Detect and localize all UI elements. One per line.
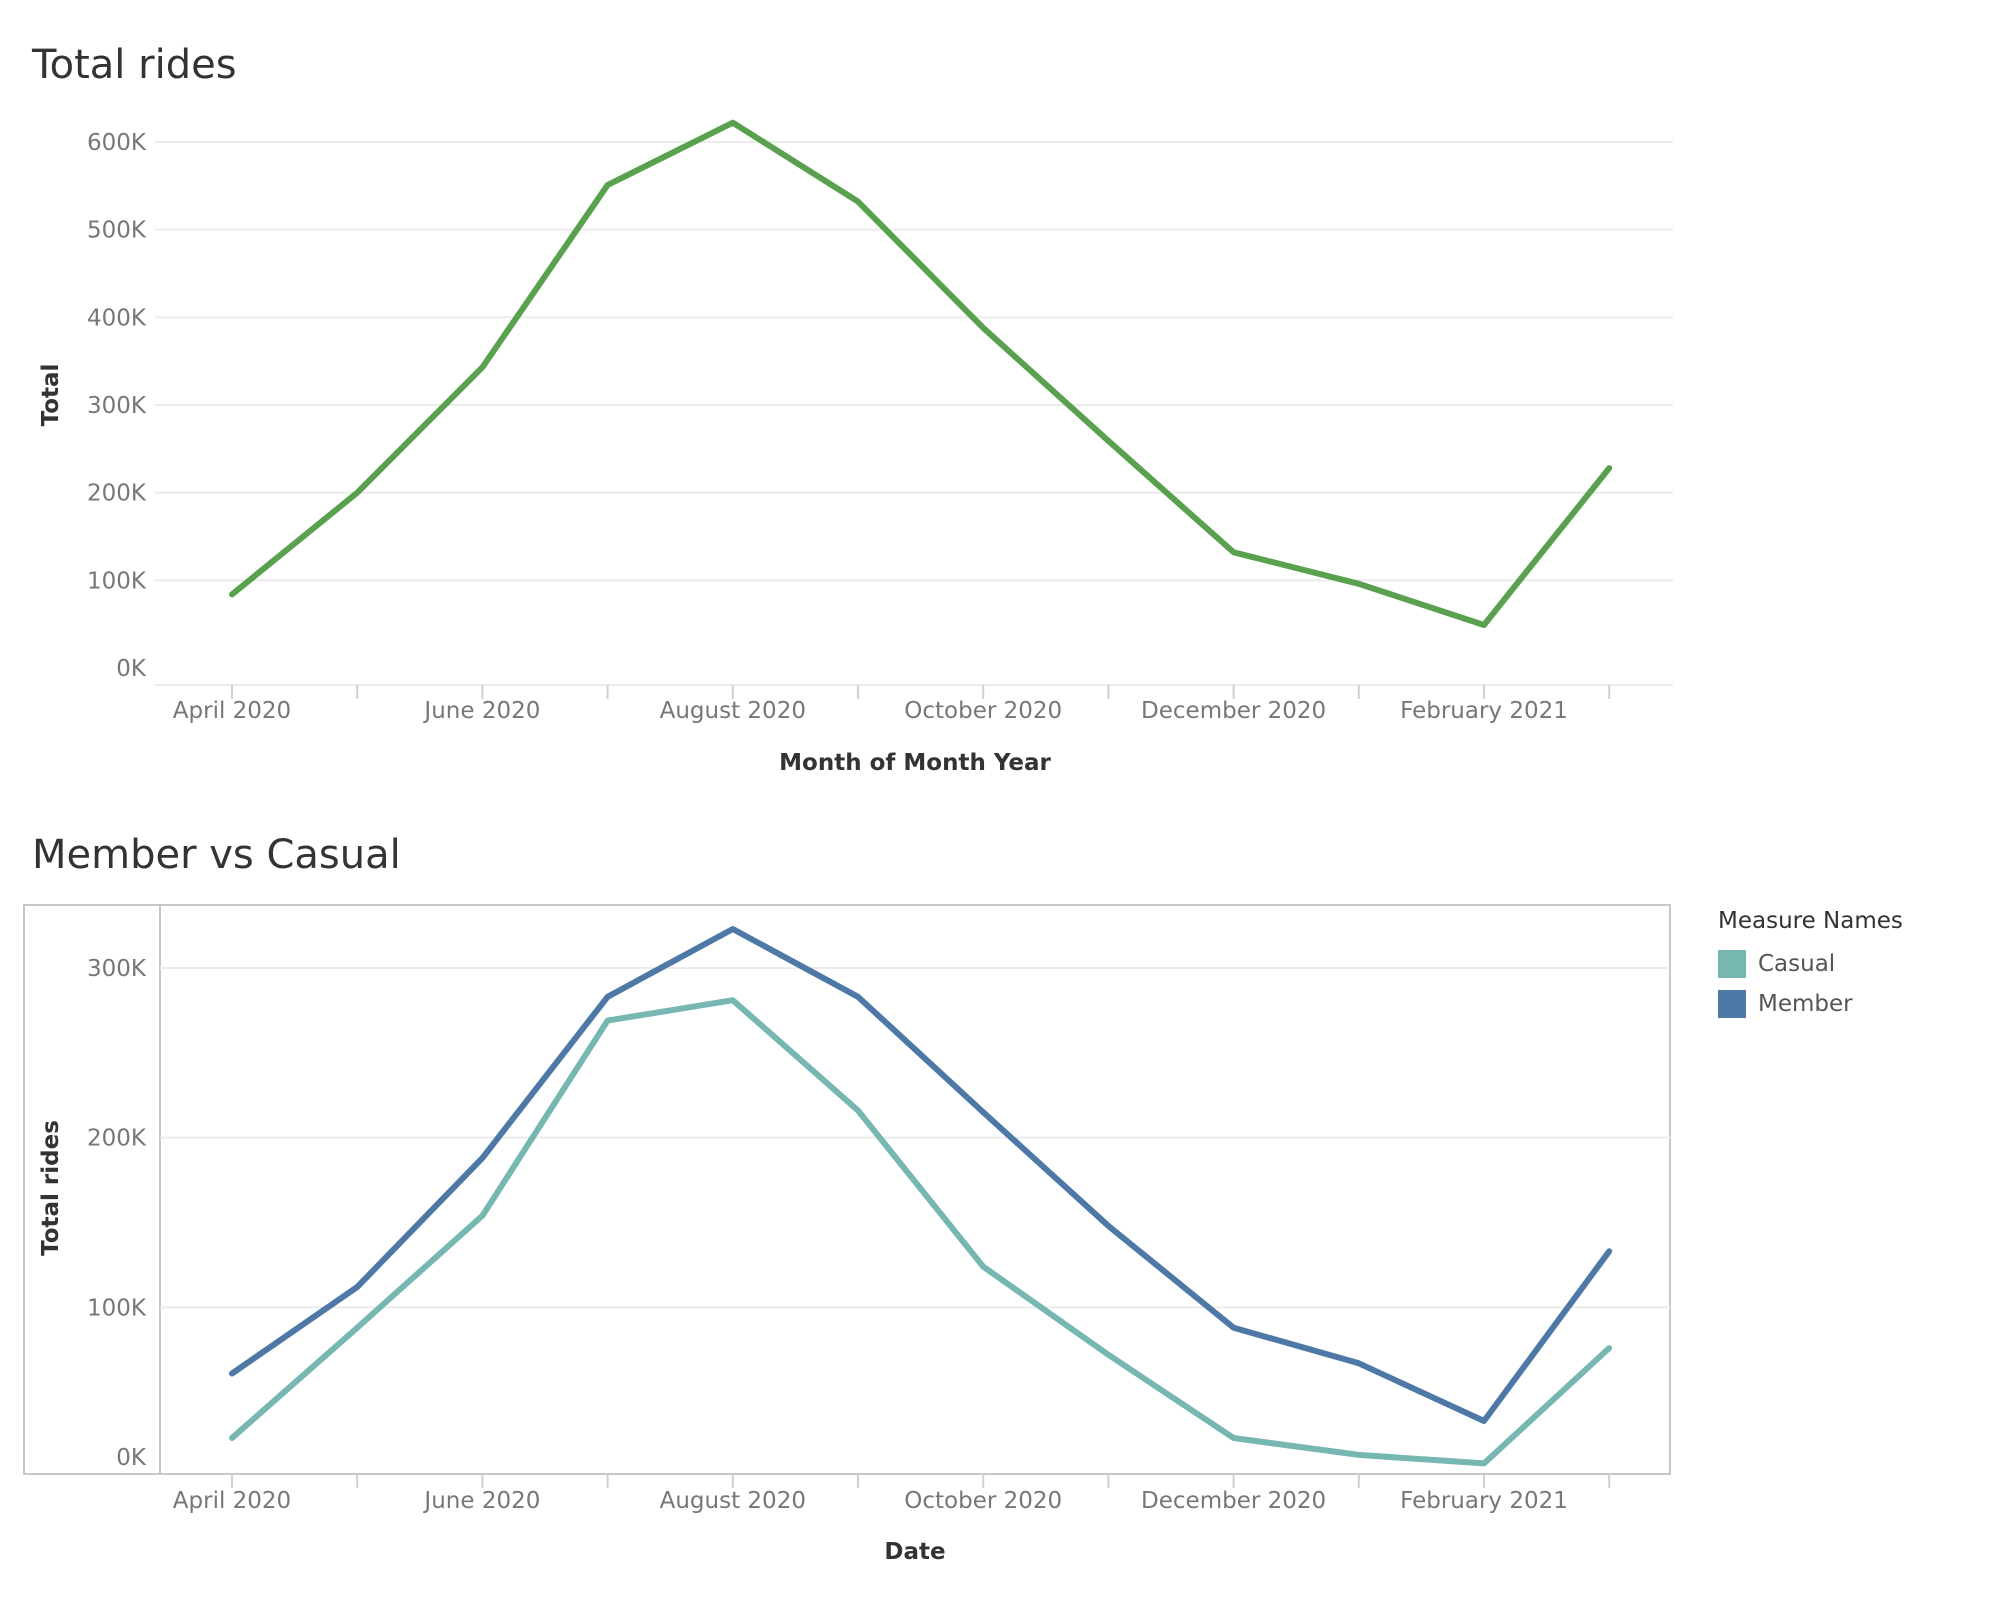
x-tick-label: October 2020: [904, 1488, 1062, 1514]
legend-item-casual[interactable]: Casual: [1718, 944, 1903, 984]
x-tick-label: April 2020: [173, 1488, 291, 1514]
legend-swatch-casual: [1718, 950, 1746, 978]
legend-swatch-member: [1718, 990, 1746, 1018]
y-axis-title: Total rides: [38, 1120, 64, 1256]
chart-title-member-vs-casual: Member vs Casual: [32, 832, 401, 878]
x-tick-label: February 2021: [1400, 698, 1568, 724]
series-line-total: [229, 119, 1613, 628]
legend: Measure Names Casual Member: [1718, 908, 1903, 1024]
x-axis-title: Month of Month Year: [779, 750, 1051, 776]
y-tick-label: 300K: [87, 393, 147, 419]
y-tick-label: 100K: [87, 1295, 147, 1321]
x-tick-label: August 2020: [660, 1488, 806, 1514]
legend-label-member: Member: [1758, 991, 1853, 1017]
legend-label-casual: Casual: [1758, 951, 1836, 977]
x-tick-label: August 2020: [660, 698, 806, 724]
y-tick-label: 0K: [116, 1445, 147, 1471]
y-tick-label: 0K: [116, 656, 147, 682]
x-tick-label: December 2020: [1141, 1488, 1326, 1514]
y-tick-label: 200K: [87, 1126, 147, 1152]
x-tick-label: June 2020: [422, 698, 540, 724]
y-tick-label: 100K: [87, 568, 147, 594]
x-tick-label: October 2020: [904, 698, 1062, 724]
y-tick-label: 500K: [87, 218, 147, 244]
x-tick-label: December 2020: [1141, 698, 1326, 724]
y-axis-title: Total: [38, 364, 64, 427]
legend-item-member[interactable]: Member: [1718, 984, 1903, 1024]
total-rides-chart: 0K 100K 200K 300K 400K 500K 600K April 2020 June…: [38, 119, 1673, 776]
y-tick-label: 600K: [87, 130, 147, 156]
x-tick-label: February 2021: [1400, 1488, 1568, 1514]
series-line-casual: [229, 997, 1613, 1467]
x-tick-label: April 2020: [173, 698, 291, 724]
y-tick-label: 400K: [87, 305, 147, 331]
y-tick-label: 200K: [87, 481, 147, 507]
series-line-member: [229, 926, 1613, 1424]
x-tick-label: June 2020: [422, 1488, 540, 1514]
plot-frame: [23, 904, 1671, 1475]
legend-title: Measure Names: [1718, 908, 1903, 934]
x-axis-title: Date: [884, 1539, 945, 1565]
chart-title-total-rides: Total rides: [32, 42, 237, 88]
y-tick-label: 300K: [87, 956, 147, 982]
